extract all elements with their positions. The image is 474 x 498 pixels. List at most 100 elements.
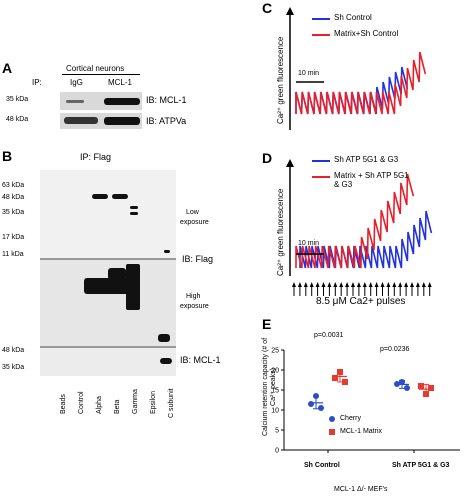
panel-a-lane-igg: IgG — [70, 78, 83, 87]
panel-e-pval-2: p=0.0236 — [380, 346, 410, 353]
panel-b-blot-mcl1 — [40, 348, 176, 376]
panel-a-band-mcl1 — [104, 98, 140, 105]
panel-d-pulse-arrowhead — [351, 282, 355, 287]
panel-b-exposure-high-2: exposure — [180, 303, 209, 310]
panel-b-band-gamma-high — [126, 264, 140, 310]
panel-b-blot-low — [40, 170, 176, 258]
panel-c-legend-1: Sh Control — [334, 13, 372, 22]
panel-b-mw-11: 11 kDa — [2, 251, 24, 258]
panel-d-pulse-arrowhead — [333, 282, 338, 287]
panel-e-legend-marker-cherry — [329, 416, 335, 422]
panel-b-band-alpha-low — [92, 194, 108, 199]
panel-d-pulse-arrowhead — [345, 282, 350, 287]
panel-d-pulse-arrowhead — [303, 282, 308, 287]
panel-a-band-atpva-2 — [104, 117, 140, 125]
panel-b-band-beta-low — [112, 194, 128, 199]
panel-e-ytick-label: 25 — [271, 348, 279, 355]
panel-d-pulse-arrowhead — [368, 282, 373, 287]
panel-c-trace-plot — [286, 7, 427, 130]
panel-d-pulse-arrowhead — [421, 282, 426, 287]
panel-c-y-arrow — [286, 7, 294, 15]
panel-b-mw-63: 63 kDa — [2, 182, 25, 189]
panel-b-blot-divider-2 — [40, 346, 176, 348]
panel-e-ytick-label: 10 — [271, 408, 279, 415]
panel-b-letter: B — [2, 148, 13, 164]
panel-d-pulse-arrowhead — [380, 282, 385, 287]
panel-b-band-c-low — [164, 250, 170, 253]
panel-a-band-igg — [66, 100, 84, 103]
panel-d-pulse-arrowhead — [356, 282, 361, 287]
panel-d-legend-1: Sh ATP 5G1 & G3 — [334, 155, 399, 164]
panel-b-ip-label: IP: Flag — [80, 152, 112, 162]
panel-b-lane-control: Control — [78, 391, 85, 414]
panel-e-xlabel: MCL-1 Δ/- MEF's — [334, 486, 388, 493]
panel-a-blot-mcl1 — [60, 92, 142, 110]
panel-d-pulse-arrowhead — [427, 282, 432, 287]
panel-c-legend-line-1 — [312, 18, 330, 20]
panel-d-pulses-label: 8.5 μM Ca2+ pulses — [316, 296, 406, 307]
panel-e-ytick-label: 0 — [275, 448, 279, 455]
panel-c-scale-label: 10 min — [298, 70, 320, 77]
panel-e-point-cherry — [318, 405, 324, 411]
panel-d-pulse-arrowhead — [386, 282, 391, 287]
panel-e-ytick-label: 20 — [271, 368, 279, 375]
panel-b-lane-alpha: Alpha — [96, 396, 103, 414]
panel-d-pulse-arrowhead — [321, 282, 326, 287]
panel-a-blot-atpva — [60, 113, 142, 129]
panel-a-ib-atpva: IB: ATPVa — [146, 116, 187, 126]
panel-d-ylabel: Ca²⁺ green fluorescence — [276, 188, 285, 276]
panel-c-legend-2: Matrix+Sh Control — [334, 29, 399, 38]
panel-d-scale-label: 10 min — [298, 240, 320, 247]
panel-b-lane-beta: Beta — [114, 399, 121, 414]
panel-a-letter: A — [2, 60, 13, 76]
panel-c-legend-line-2 — [312, 34, 330, 36]
panel-a-mw-35: 35 kDa — [6, 96, 29, 103]
panel-d-pulse-arrowhead — [362, 282, 367, 287]
panel-b-exposure-low-2: exposure — [180, 219, 209, 226]
panel-b-lane-epsilon: Epsilon — [150, 391, 157, 414]
panel-b-mw-35b: 35 kDa — [2, 364, 25, 371]
panel-b-ib-mcl1: IB: MCL-1 — [180, 355, 221, 365]
panel-b-mw-35: 35 kDa — [2, 209, 25, 216]
panel-d-legend-2: Matrix + Sh ATP 5G1 & G3 — [334, 171, 409, 189]
panel-e-chart: 0 5 10 15 20 25 — [271, 348, 460, 455]
panel-b-mw-17: 17 kDa — [2, 234, 25, 241]
panel-a-group-underline — [62, 74, 140, 75]
panel-a-ip-label: IP: — [32, 78, 42, 87]
panel-d-pulse-arrowhead — [309, 282, 314, 287]
panel-b-lane-csubunit: C subunit — [168, 388, 175, 418]
panel-e-point-cherry — [313, 393, 319, 399]
panel-a-mw-48: 48 kDa — [6, 116, 29, 123]
panel-d-legend-line-2 — [312, 176, 330, 178]
panel-c-red-trace — [295, 51, 427, 115]
panel-a-group-label: Cortical neurons — [66, 64, 125, 73]
panel-b-band-c-high — [158, 334, 170, 342]
panel-e-ytick-label: 15 — [271, 388, 279, 395]
panel-d-trace-plot — [286, 159, 433, 276]
panel-c-series-red — [295, 51, 427, 115]
panel-e-point-mcl1 — [342, 379, 348, 385]
panel-a-ib-mcl1: IB: MCL-1 — [146, 95, 187, 105]
panel-d-pulse-arrowhead — [410, 282, 414, 287]
panel-b-exposure-high-1: High — [186, 293, 201, 300]
panel-e-legend-mcl1: MCL-1 Matrix — [340, 428, 383, 435]
panel-d-y-arrow — [286, 159, 294, 167]
panel-d-legend-line-1 — [312, 160, 330, 162]
panel-e-point-cherry — [404, 385, 410, 391]
panel-d-pulse-arrowhead — [292, 282, 296, 287]
panel-e-point-cherry — [308, 401, 314, 407]
panel-e-point-mcl1 — [332, 375, 338, 381]
panel-a-lane-mcl1: MCL-1 — [108, 78, 133, 87]
panel-c-letter: C — [262, 0, 273, 16]
panel-b-band-mcl1 — [160, 358, 172, 364]
panel-b-band-gamma-low-2 — [130, 212, 138, 215]
panel-d-pulse-arrowhead — [415, 282, 420, 287]
panel-d-pulse-arrowhead — [404, 282, 409, 287]
panel-b-lane-beads: Beads — [60, 394, 67, 414]
panel-d-letter: D — [262, 150, 273, 166]
panel-e-legend-marker-mcl1 — [329, 429, 335, 435]
panel-e-cat-1: Sh Control — [304, 462, 340, 469]
panel-b-blot-high — [40, 260, 176, 346]
panel-b-ib-flag: IB: Flag — [182, 254, 214, 264]
panel-b-lane-gamma: Gamma — [132, 389, 139, 414]
